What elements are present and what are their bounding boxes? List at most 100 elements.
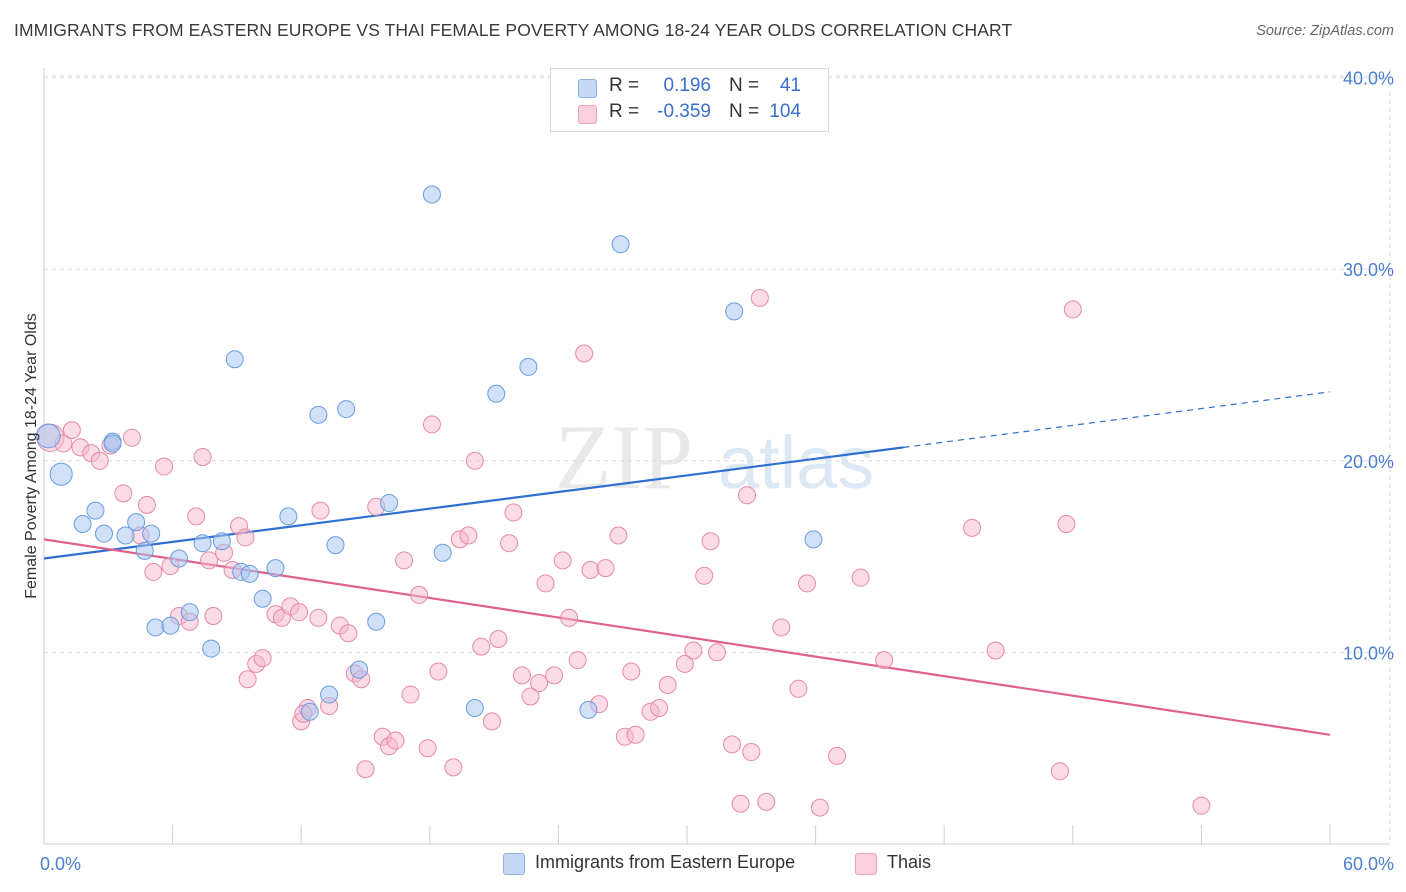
data-point-eastern-europe (465, 698, 484, 717)
y-tick-label: 10.0% (1343, 643, 1394, 663)
data-point-eastern-europe (49, 462, 73, 486)
data-point-thais (90, 451, 109, 470)
data-point-eastern-europe (103, 434, 122, 453)
data-point-eastern-europe (326, 536, 345, 555)
data-point-eastern-europe (804, 530, 823, 549)
data-point-thais (290, 603, 309, 622)
data-point-eastern-europe (611, 235, 630, 254)
data-point-thais (418, 739, 437, 758)
data-point-thais (504, 503, 523, 522)
data-point-thais (311, 501, 330, 520)
data-point-thais (482, 712, 501, 731)
data-point-thais (253, 649, 272, 668)
data-point-thais (851, 568, 870, 587)
data-point-thais (568, 651, 587, 670)
data-point-eastern-europe (116, 526, 135, 545)
data-point-thais (1063, 300, 1082, 319)
data-point-thais (204, 606, 223, 625)
data-point-eastern-europe (135, 541, 154, 560)
data-point-thais (465, 451, 484, 470)
data-point-thais (650, 698, 669, 717)
data-point-thais (530, 674, 549, 693)
legend-r-value: 0.196 (663, 75, 711, 96)
data-point-thais (731, 794, 750, 813)
data-point-thais (553, 551, 572, 570)
data-point-eastern-europe (579, 700, 598, 719)
legend-swatch-blue (503, 853, 525, 875)
data-point-thais (356, 760, 375, 779)
data-point-thais (828, 746, 847, 765)
y-tick-labels: 10.0% 20.0% 30.0% 40.0% (1343, 69, 1394, 664)
grid (44, 68, 1391, 844)
data-point-eastern-europe (142, 524, 161, 543)
legend-n-value: 104 (769, 101, 801, 122)
data-point-thais (675, 654, 694, 673)
data-point-eastern-europe (180, 603, 199, 622)
legend-label: Immigrants from Eastern Europe (535, 852, 796, 872)
legend-n-value: 41 (779, 75, 801, 96)
data-point-thais (422, 415, 441, 434)
data-point-eastern-europe (146, 618, 165, 637)
data-point-eastern-europe (193, 534, 212, 553)
data-point-eastern-europe (73, 515, 92, 534)
data-point-eastern-europe (253, 589, 272, 608)
data-point-thais (575, 344, 594, 363)
data-point-eastern-europe (422, 185, 441, 204)
data-point-thais (798, 574, 817, 593)
data-point-thais (738, 486, 757, 505)
data-point-thais (723, 735, 742, 754)
data-point-thais (429, 662, 448, 681)
data-point-eastern-europe (279, 507, 298, 526)
data-point-thais (701, 532, 720, 551)
data-point-eastern-europe (725, 302, 744, 321)
data-point-thais (386, 731, 405, 750)
data-point-thais (757, 792, 776, 811)
data-point-eastern-europe (161, 616, 180, 635)
data-point-thais (609, 526, 628, 545)
data-point-thais (459, 526, 478, 545)
data-point-eastern-europe (309, 405, 328, 424)
thais-points (36, 288, 1211, 817)
data-point-eastern-europe (240, 564, 259, 583)
legend-row-eastern-europe: R = 0.196 N = 41 (551, 75, 828, 101)
data-point-thais (789, 679, 808, 698)
correlation-legend: R = 0.196 N = 41 R = -0.359 N = 104 (550, 68, 829, 132)
data-point-thais (236, 528, 255, 547)
data-point-thais (622, 662, 641, 681)
data-point-thais (772, 618, 791, 637)
data-point-thais (193, 447, 212, 466)
data-point-eastern-europe (212, 532, 231, 551)
data-point-thais (114, 484, 133, 503)
data-point-thais (1057, 515, 1076, 534)
data-point-thais (742, 743, 761, 762)
data-point-thais (395, 551, 414, 570)
data-point-eastern-europe (367, 612, 386, 631)
data-point-eastern-europe (487, 384, 506, 403)
data-point-thais (684, 641, 703, 660)
data-point-thais (626, 725, 645, 744)
data-point-thais (596, 559, 615, 578)
legend-n-label: N = (729, 75, 760, 96)
trend-line-eastern-europe-extension (903, 391, 1331, 448)
legend-r-label: R = (609, 101, 640, 122)
legend-swatch-pink (578, 105, 597, 124)
series-legend: Immigrants from Eastern Europe Thais (0, 852, 1406, 878)
data-point-thais (200, 551, 219, 570)
data-point-eastern-europe (350, 660, 369, 679)
x-tick-label: 60.0% (1343, 854, 1394, 874)
data-point-thais (545, 666, 564, 685)
data-point-thais (1050, 762, 1069, 781)
data-point-eastern-europe (337, 400, 356, 419)
legend-swatch-pink (855, 853, 877, 875)
data-point-eastern-europe (95, 524, 114, 543)
data-point-thais (810, 798, 829, 817)
data-point-thais (309, 608, 328, 627)
data-point-eastern-europe (127, 513, 146, 532)
legend-label: Thais (887, 852, 932, 872)
legend-swatch-blue (578, 79, 597, 98)
data-point-thais (581, 561, 600, 580)
data-point-thais (472, 637, 491, 656)
trend-line-eastern-europe (43, 446, 904, 560)
data-point-thais (489, 629, 508, 648)
data-point-thais (401, 685, 420, 704)
